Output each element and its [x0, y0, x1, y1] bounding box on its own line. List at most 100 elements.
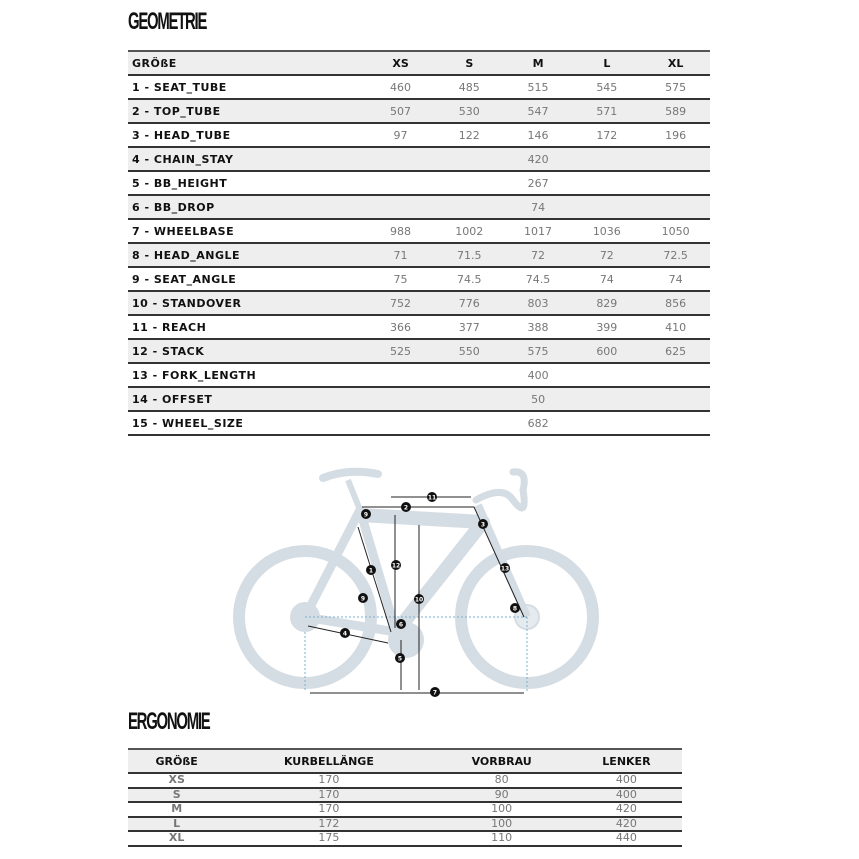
saddle [319, 467, 382, 482]
table-row: 7 - WHEELBASE 988 1002 1017 1036 1050 [128, 219, 710, 244]
cell: 440 [570, 831, 682, 847]
row-label: 13 - FORK_LENGTH [128, 363, 367, 388]
cell: 72 [503, 243, 573, 268]
column-header: LENKER [570, 748, 682, 774]
diagram-label: 11 [428, 495, 436, 502]
diagram-label: 4 [343, 631, 347, 638]
row-label: 2 - TOP_TUBE [128, 99, 367, 124]
cell: 399 [572, 315, 642, 340]
cell: 366 [366, 315, 435, 340]
cell: 545 [572, 75, 642, 100]
cell: 571 [572, 99, 642, 124]
cell: 110 [432, 831, 571, 847]
table-row: 15 - WHEEL_SIZE 682 [128, 411, 710, 436]
cell: 575 [503, 339, 573, 364]
row-label: 5 - BB_HEIGHT [128, 171, 367, 196]
column-header: VORBRAU [432, 748, 571, 774]
header-row: GRÖßE KURBELLÄNGE VORBRAU LENKER [128, 748, 682, 774]
cell: 170 [225, 787, 433, 803]
reference-lines [304, 616, 528, 692]
table-row: 14 - OFFSET 50 [128, 387, 710, 412]
diagram-label: 10 [415, 597, 423, 604]
cell: 388 [503, 315, 573, 340]
cell: 525 [366, 339, 435, 364]
cell: 507 [366, 99, 435, 124]
cell: 1050 [641, 219, 710, 244]
cell: 589 [641, 99, 710, 124]
size-cell: M [128, 802, 226, 818]
column-header: L [572, 50, 642, 76]
cell: 1002 [434, 219, 504, 244]
cell: 400 [570, 773, 682, 789]
diagram-label-marker [414, 594, 424, 604]
row-label: 11 - REACH [128, 315, 367, 340]
cell: 547 [503, 99, 573, 124]
cell: 74 [572, 267, 642, 292]
cell: 100 [432, 802, 571, 818]
row-label: 15 - WHEEL_SIZE [128, 411, 367, 436]
cell: 74.5 [434, 267, 504, 292]
diagram-label: 12 [392, 563, 400, 570]
cell: 122 [434, 123, 504, 148]
cell: 90 [432, 787, 571, 803]
cell: 776 [434, 291, 504, 316]
table-row: 12 - STACK 525 550 575 600 625 [128, 339, 710, 364]
cell-all-sizes: 420 [366, 147, 710, 172]
header-row: GRÖßE XS S M L XL [128, 50, 710, 76]
cell: 856 [641, 291, 710, 316]
cell: 74.5 [503, 267, 573, 292]
row-label: 10 - STANDOVER [128, 291, 367, 316]
geometry-title: GEOMETRIE [128, 8, 207, 35]
diagram-label: 5 [398, 656, 402, 663]
table-row: S 170 90 400 [128, 787, 682, 803]
cell: 170 [225, 802, 433, 818]
cell: 550 [434, 339, 504, 364]
cell: 752 [366, 291, 435, 316]
cell: 530 [434, 99, 504, 124]
cell: 196 [641, 123, 710, 148]
diagram-label: 3 [481, 522, 485, 529]
diagram-label-marker [401, 502, 411, 512]
diagram-label-marker [396, 619, 406, 629]
cell: 75 [366, 267, 435, 292]
cell: 515 [503, 75, 573, 100]
table-row: 4 - CHAIN_STAY 420 [128, 147, 710, 172]
column-header: XS [366, 50, 435, 76]
cell-all-sizes: 74 [366, 195, 710, 220]
cell: 400 [570, 787, 682, 803]
diagram-label-marker [366, 565, 376, 575]
table-row: 13 - FORK_LENGTH 400 [128, 363, 710, 388]
table-row: 10 - STANDOVER 752 776 803 829 856 [128, 291, 710, 316]
row-label: 3 - HEAD_TUBE [128, 123, 367, 148]
table-row: L 172 100 420 [128, 816, 682, 832]
diagram-label-marker [430, 687, 440, 697]
size-cell: XL [128, 831, 226, 847]
cell: 172 [225, 816, 433, 832]
cell: 80 [432, 773, 571, 789]
chainring [388, 622, 424, 658]
diagram-label-marker [340, 628, 350, 638]
column-header: GRÖßE [128, 748, 226, 774]
table-row: XS 170 80 400 [128, 773, 682, 789]
cell: 460 [366, 75, 435, 100]
diagram-label: 7 [433, 690, 437, 697]
cell: 172 [572, 123, 642, 148]
diagram-label: 13 [501, 566, 509, 573]
cell: 175 [225, 831, 433, 847]
table-row: 9 - SEAT_ANGLE 75 74.5 74.5 74 74 [128, 267, 710, 292]
rear-triangle [300, 505, 401, 637]
diagram-label-marker [510, 603, 520, 613]
cell-all-sizes: 400 [366, 363, 710, 388]
table-row: 5 - BB_HEIGHT 267 [128, 171, 710, 196]
row-label: 14 - OFFSET [128, 387, 367, 412]
diagram-label: 9 [361, 596, 365, 603]
diagram-label: 8 [513, 606, 517, 613]
diagram-label-marker [358, 593, 368, 603]
diagram-label-marker [395, 653, 405, 663]
diagram-label-marker [361, 509, 371, 519]
column-header: M [503, 50, 573, 76]
handlebar [472, 468, 528, 512]
column-header: GRÖßE [128, 50, 367, 76]
